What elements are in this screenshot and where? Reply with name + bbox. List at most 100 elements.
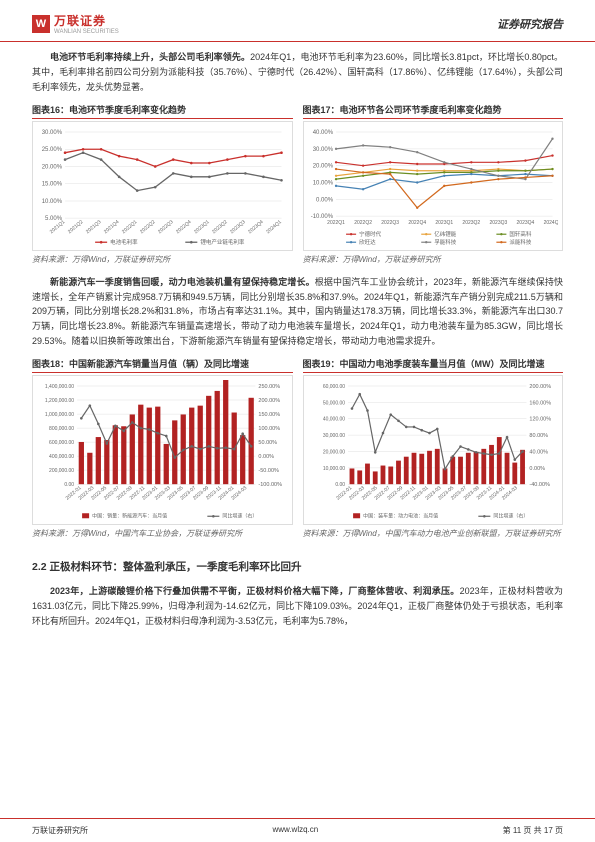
svg-text:200,000.00: 200,000.00 — [49, 468, 74, 474]
para3-bold: 2023年，上游碳酸锂价格下行叠加供需不平衡，正极材料价格大幅下降，厂商整体营收… — [50, 586, 460, 596]
svg-text:宁德时代: 宁德时代 — [359, 230, 382, 238]
svg-text:电池毛利率: 电池毛利率 — [110, 238, 138, 246]
logo-icon: W — [32, 15, 50, 33]
svg-text:15.00%: 15.00% — [42, 181, 63, 187]
svg-text:2022Q1: 2022Q1 — [121, 219, 139, 235]
svg-text:2023Q3: 2023Q3 — [489, 220, 507, 226]
svg-text:-100.00%: -100.00% — [258, 482, 282, 488]
svg-text:2023Q2: 2023Q2 — [211, 219, 229, 235]
logo-chinese: 万联证券 — [54, 12, 119, 29]
svg-text:20,000.00: 20,000.00 — [322, 449, 344, 455]
svg-text:-40.00%: -40.00% — [529, 482, 550, 488]
chart16-col: 图表16：电池环节季度毛利率变化趋势 5.00%10.00%15.00%20.0… — [32, 103, 293, 271]
svg-text:国轩高科: 国轩高科 — [509, 230, 532, 238]
para2-rest: 根据中国汽车工业协会统计，2023年，新能源汽车继续保持快速增长，全年产销累计完… — [32, 277, 563, 346]
chart16-title: 图表16：电池环节季度毛利率变化趋势 — [32, 103, 293, 119]
chart16-source: 资料来源：万得Wind，万联证券研究所 — [32, 254, 293, 265]
svg-text:亿纬锂能: 亿纬锂能 — [434, 230, 457, 238]
svg-text:1,000,000.00: 1,000,000.00 — [45, 412, 74, 418]
chart18-col: 图表18：中国新能源汽车销量当月值（辆）及同比增速 0.00 200,000.00… — [32, 357, 293, 545]
svg-text:-50.00%: -50.00% — [258, 468, 279, 474]
chart18-source: 资料来源：万得Wind，中国汽车工业协会，万联证券研究所 — [32, 528, 293, 539]
svg-text:100.00%: 100.00% — [258, 426, 280, 432]
chart19-col: 图表19：中国动力电池季度装车量当月值（MW）及同比增速 0.00 10,000.… — [303, 357, 564, 545]
svg-text:同比增速（右）: 同比增速（右） — [493, 512, 528, 519]
svg-text:50,000.00: 50,000.00 — [322, 400, 344, 406]
svg-text:2023Q1: 2023Q1 — [193, 219, 211, 235]
svg-text:160.00%: 160.00% — [529, 400, 551, 406]
svg-text:2022Q4: 2022Q4 — [408, 220, 426, 226]
section-2-2-title: 2.2 正极材料环节：整体盈利承压，一季度毛利率环比回升 — [32, 559, 563, 574]
svg-text:150.00%: 150.00% — [258, 412, 280, 418]
page-header: W 万联证券 WANLIAN SECURITIES 证券研究报告 — [0, 0, 595, 42]
paragraph-3: 2023年，上游碳酸锂价格下行叠加供需不平衡，正极材料价格大幅下降，厂商整体营收… — [32, 584, 563, 629]
svg-text:2021Q4: 2021Q4 — [103, 219, 121, 235]
svg-text:30.00%: 30.00% — [312, 146, 333, 152]
chart17-title: 图表17：电池环节各公司环节季度毛利率变化趋势 — [303, 103, 564, 119]
chart19-box: 0.00 10,000.00 20,000.00 30,000.00 40,000.00… — [303, 375, 564, 525]
svg-text:2022Q2: 2022Q2 — [139, 219, 157, 235]
svg-text:40,000.00: 40,000.00 — [322, 417, 344, 423]
svg-text:0.00%: 0.00% — [529, 466, 545, 472]
svg-text:2023Q4: 2023Q4 — [516, 220, 534, 226]
svg-text:2022Q3: 2022Q3 — [157, 219, 175, 235]
chart17-box: -10.00%0.00%10.00%20.00%30.00%40.00%2022… — [303, 121, 564, 251]
svg-text:0.00%: 0.00% — [316, 197, 334, 203]
svg-text:25.00%: 25.00% — [42, 147, 63, 153]
svg-text:中国：销量：新能源汽车：当月值: 中国：销量：新能源汽车：当月值 — [92, 512, 167, 519]
svg-text:同比增速（右）: 同比增速（右） — [222, 512, 257, 519]
svg-text:80.00%: 80.00% — [529, 433, 548, 439]
svg-text:10.00%: 10.00% — [312, 180, 333, 186]
svg-text:派能科技: 派能科技 — [509, 238, 532, 246]
svg-text:10,000.00: 10,000.00 — [322, 466, 344, 472]
svg-text:1,200,000.00: 1,200,000.00 — [45, 398, 74, 404]
svg-text:2023Q2: 2023Q2 — [462, 220, 480, 226]
chart18-title: 图表18：中国新能源汽车销量当月值（辆）及同比增速 — [32, 357, 293, 373]
chart16-svg: 5.00%10.00%15.00%20.00%25.00%30.00%2021Q… — [37, 126, 288, 246]
chart16-box: 5.00%10.00%15.00%20.00%25.00%30.00%2021Q… — [32, 121, 293, 251]
para2-bold: 新能源汽车一季度销售回暖，动力电池装机量有望保持稳定增长。 — [50, 277, 315, 287]
svg-text:2021Q2: 2021Q2 — [67, 219, 85, 235]
svg-text:30,000.00: 30,000.00 — [322, 433, 344, 439]
svg-text:800,000.00: 800,000.00 — [49, 426, 74, 432]
svg-text:2024Q1: 2024Q1 — [265, 219, 283, 235]
svg-text:2022Q2: 2022Q2 — [354, 220, 372, 226]
chart-row-1: 图表16：电池环节季度毛利率变化趋势 5.00%10.00%15.00%20.0… — [32, 103, 563, 271]
paragraph-2: 新能源汽车一季度销售回暖，动力电池装机量有望保持稳定增长。根据中国汽车工业协会统… — [32, 275, 563, 349]
svg-text:2022Q4: 2022Q4 — [175, 219, 193, 235]
svg-text:20.00%: 20.00% — [42, 164, 63, 170]
paragraph-1: 电池环节毛利率持续上升，头部公司毛利率领先。2024年Q1，电池环节毛利率为23… — [32, 50, 563, 95]
page-footer: 万联证券研究所 www.wlzq.cn 第 11 页 共 17 页 — [0, 818, 595, 842]
svg-text:孚能科技: 孚能科技 — [434, 238, 457, 246]
chart18-svg: 0.00200,000.00400,000.00600,000.00800,00… — [37, 380, 288, 520]
footer-left: 万联证券研究所 — [32, 825, 88, 836]
svg-text:中国：装车量：动力电池：当月值: 中国：装车量：动力电池：当月值 — [363, 512, 438, 519]
svg-text:0.00: 0.00 — [335, 482, 345, 488]
svg-text:2022Q1: 2022Q1 — [327, 220, 345, 226]
svg-text:0.00: 0.00 — [64, 482, 74, 488]
svg-text:2022Q3: 2022Q3 — [381, 220, 399, 226]
header-title: 证券研究报告 — [497, 16, 563, 32]
svg-text:40.00%: 40.00% — [312, 130, 333, 136]
svg-text:2023Q4: 2023Q4 — [247, 219, 265, 235]
svg-text:30.00%: 30.00% — [42, 130, 63, 136]
page-content: 电池环节毛利率持续上升，头部公司毛利率领先。2024年Q1，电池环节毛利率为23… — [0, 42, 595, 629]
svg-text:2021Q3: 2021Q3 — [85, 219, 103, 235]
svg-text:2023Q1: 2023Q1 — [435, 220, 453, 226]
svg-text:250.00%: 250.00% — [258, 384, 280, 390]
svg-text:2024Q1: 2024Q1 — [543, 220, 558, 226]
footer-center: www.wlzq.cn — [272, 825, 318, 836]
logo-english: WANLIAN SECURITIES — [54, 29, 119, 35]
svg-text:50.00%: 50.00% — [258, 440, 277, 446]
chart19-title: 图表19：中国动力电池季度装车量当月值（MW）及同比增速 — [303, 357, 564, 373]
svg-text:60,000.00: 60,000.00 — [322, 384, 344, 390]
chart17-svg: -10.00%0.00%10.00%20.00%30.00%40.00%2022… — [308, 126, 559, 246]
chart17-source: 资料来源：万得Wind，万联证券研究所 — [303, 254, 564, 265]
chart19-svg: 0.00 10,000.00 20,000.00 30,000.00 40,000.00… — [308, 380, 559, 520]
chart18-box: 0.00200,000.00400,000.00600,000.00800,00… — [32, 375, 293, 525]
svg-text:200.00%: 200.00% — [529, 384, 551, 390]
svg-text:20.00%: 20.00% — [312, 163, 333, 169]
logo: W 万联证券 WANLIAN SECURITIES — [32, 12, 119, 35]
svg-text:200.00%: 200.00% — [258, 398, 280, 404]
para1-bold: 电池环节毛利率持续上升，头部公司毛利率领先。 — [50, 52, 250, 62]
